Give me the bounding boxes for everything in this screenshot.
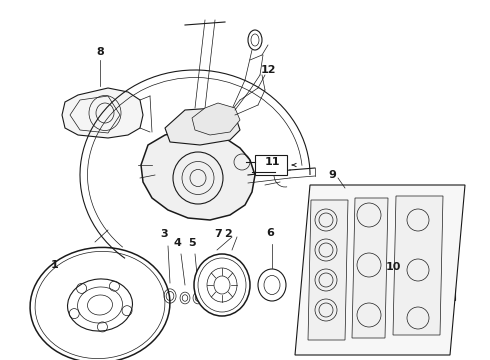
Ellipse shape	[68, 279, 132, 331]
Polygon shape	[141, 130, 255, 220]
Polygon shape	[165, 108, 240, 145]
Text: 8: 8	[96, 47, 104, 57]
Polygon shape	[62, 88, 143, 138]
Polygon shape	[192, 103, 240, 135]
Text: 10: 10	[385, 262, 401, 272]
Text: 5: 5	[188, 238, 196, 248]
Ellipse shape	[447, 235, 459, 251]
Text: 11: 11	[264, 157, 280, 167]
Text: 1: 1	[51, 260, 59, 270]
Ellipse shape	[30, 247, 170, 360]
Text: 7: 7	[214, 229, 222, 239]
Polygon shape	[352, 198, 388, 338]
Text: 12: 12	[260, 65, 276, 75]
Polygon shape	[308, 200, 348, 340]
Bar	[255, 155, 287, 175]
Ellipse shape	[258, 269, 286, 301]
Bar	[427, 280, 455, 300]
Polygon shape	[295, 185, 465, 355]
Text: 2: 2	[224, 229, 232, 239]
Ellipse shape	[194, 254, 250, 316]
Ellipse shape	[248, 30, 262, 50]
Text: 4: 4	[173, 238, 181, 248]
Polygon shape	[393, 196, 443, 335]
Text: 9: 9	[328, 170, 336, 180]
Text: 3: 3	[160, 229, 168, 239]
Text: 6: 6	[266, 228, 274, 238]
